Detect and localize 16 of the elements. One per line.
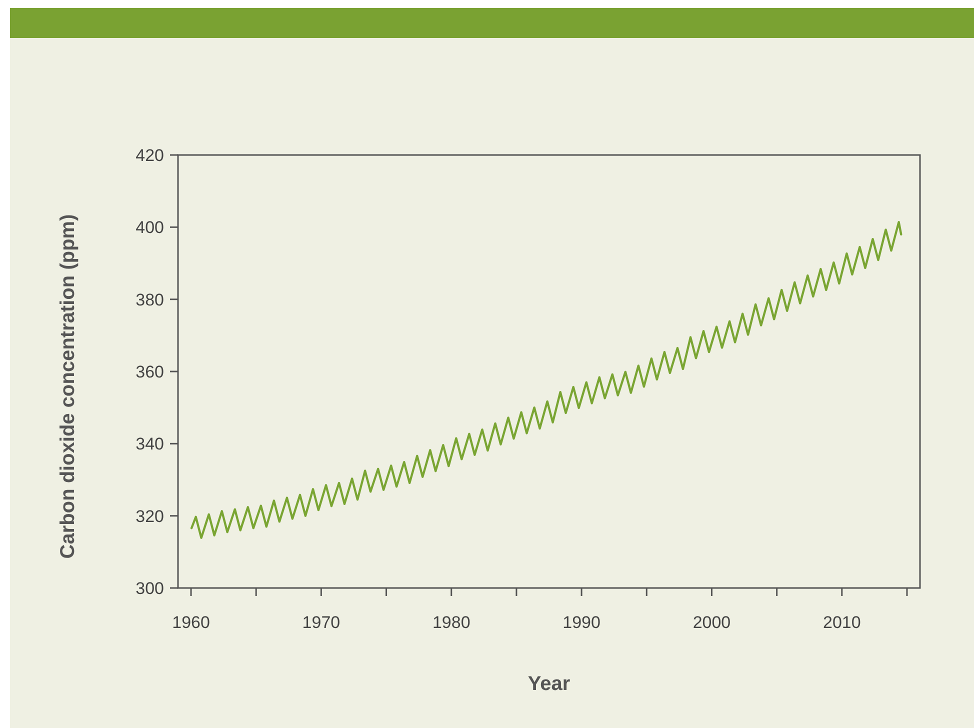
x-tick-label: 2010 [822,613,861,632]
x-tick-label: 1960 [172,613,210,632]
y-tick-label: 380 [136,290,164,310]
y-tick-label: 420 [136,146,164,165]
y-tick-label: 340 [136,434,164,454]
y-axis-title: Carbon dioxide concentration (ppm) [57,214,79,559]
x-tick-label: 2000 [692,613,731,632]
y-tick-label: 360 [136,362,164,382]
x-tick-label: 1970 [302,613,340,632]
y-tick-label: 320 [136,506,164,526]
y-tick-label: 400 [136,218,164,238]
x-tick-label: 1990 [562,613,600,632]
y-tick-label: 300 [136,578,164,598]
x-axis-title: Year [528,673,570,695]
x-tick-label: 1980 [432,613,470,632]
line-series [190,221,902,539]
